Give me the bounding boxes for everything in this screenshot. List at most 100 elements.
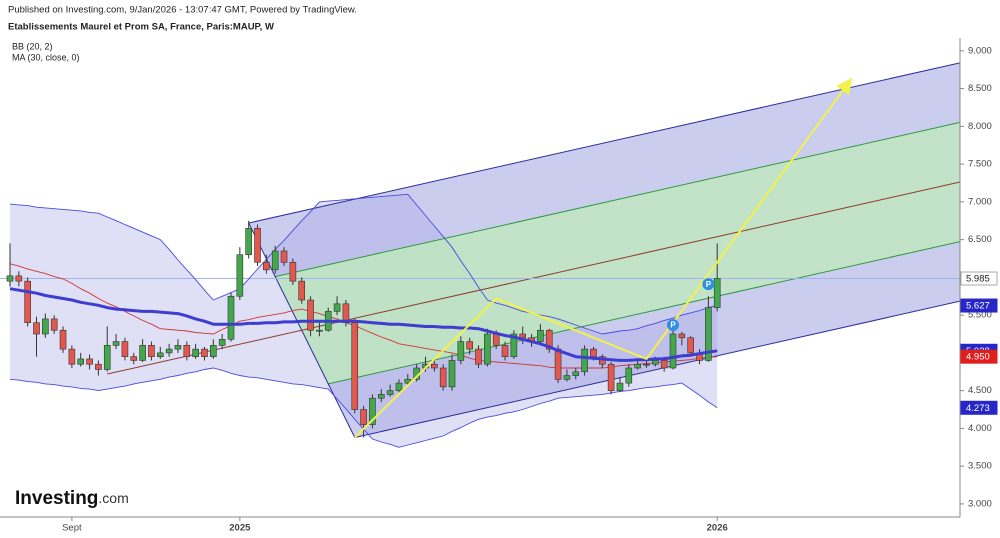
y-tick-label: 7.000 <box>968 196 992 207</box>
candle-body <box>218 338 226 346</box>
candle-body <box>563 375 571 380</box>
candle-body <box>439 367 447 388</box>
price-tag-label: 5.627 <box>966 301 990 312</box>
y-tick-label: 8.500 <box>968 83 992 94</box>
candle-body <box>42 318 49 335</box>
candle-body <box>271 250 279 271</box>
y-tick-label: 3.000 <box>968 498 992 509</box>
candle-body <box>183 345 191 357</box>
candle-body <box>192 348 199 357</box>
candle-body <box>316 329 323 332</box>
chart-title: Etablissements Maurel et Prom SA, France… <box>8 22 274 33</box>
candle-body <box>545 329 553 350</box>
candle-body <box>537 329 544 342</box>
y-tick-label: 4.500 <box>968 385 992 396</box>
indicator-label: MA (30, close, 0) <box>12 52 80 62</box>
candle-body <box>156 352 164 357</box>
candle-body <box>625 367 633 384</box>
candle-body <box>678 333 686 339</box>
candle-body <box>59 329 67 350</box>
candle-body <box>705 307 712 361</box>
candle-body <box>448 360 456 388</box>
candle-body <box>581 348 588 373</box>
candle-body <box>130 356 138 361</box>
candle-body <box>687 337 694 354</box>
pitchfork-quarter <box>275 121 960 278</box>
y-tick-label: 4.000 <box>968 423 992 434</box>
y-tick-label: 9.000 <box>968 45 992 56</box>
price-tag <box>960 271 998 286</box>
price-tag <box>960 349 998 364</box>
price-tag <box>960 400 998 415</box>
candle-body <box>634 363 641 369</box>
price-tag-label: 5.985 <box>966 274 990 285</box>
candle-body <box>6 275 14 282</box>
candle-body <box>254 227 261 263</box>
pivot-marker <box>702 278 715 291</box>
candle-body <box>475 348 482 365</box>
candle-body <box>660 360 668 369</box>
candle-body <box>351 322 359 410</box>
moving-average <box>9 287 718 362</box>
candle-body <box>607 363 615 391</box>
candle-body <box>50 318 58 331</box>
candle-body <box>139 345 146 361</box>
candle-body <box>77 358 85 365</box>
candle-body <box>298 280 306 301</box>
bollinger-basis <box>9 263 718 369</box>
candle-body <box>24 280 31 323</box>
candle-body <box>643 363 650 366</box>
pivot-marker <box>667 318 679 331</box>
candle-body <box>236 254 244 297</box>
pivot-marker-label: P <box>670 321 676 330</box>
candle-body <box>457 341 465 361</box>
pitchfork-inner-fill <box>275 122 960 384</box>
candle-body <box>554 348 562 380</box>
candle-body <box>492 333 500 346</box>
x-tick-label: 2025 <box>229 523 251 534</box>
plot-area <box>0 62 960 448</box>
candle-body <box>121 341 129 357</box>
candle-body <box>33 322 40 335</box>
price-tag-label: 4.273 <box>966 403 990 414</box>
y-tick-label: 7.500 <box>968 159 992 170</box>
candle-body <box>148 345 155 357</box>
logo-name: Investing <box>15 488 98 509</box>
candle-body <box>307 299 314 331</box>
candle-body <box>201 348 208 357</box>
candle-body <box>68 348 76 365</box>
candle-body <box>572 371 580 376</box>
candle-body <box>227 295 235 340</box>
logo-suffix: .com <box>98 490 128 506</box>
candle-body <box>86 358 93 365</box>
candle-body <box>245 227 252 256</box>
y-tick-label: 6.500 <box>968 234 992 245</box>
candle-body <box>210 345 217 357</box>
candle-body <box>280 250 288 263</box>
candle-body <box>112 341 120 346</box>
candle-body <box>431 363 438 369</box>
y-tick-label: 5.500 <box>968 310 992 321</box>
candle-body <box>333 303 341 312</box>
candle-body <box>386 390 394 395</box>
candle-body <box>103 345 111 370</box>
candle-body <box>15 275 23 282</box>
projection-arrow <box>354 77 853 439</box>
candle-body <box>616 382 624 391</box>
x-tick-label: Sept <box>62 523 82 534</box>
pivot-marker-label: P <box>706 280 712 289</box>
candle-body <box>466 341 473 350</box>
header: Published on Investing.com, 9/Jan/2026 -… <box>8 5 357 16</box>
candle-body <box>713 278 721 308</box>
candle-body <box>669 333 677 369</box>
candle-body <box>263 261 270 271</box>
candle-body <box>510 333 518 357</box>
y-tick-label: 8.000 <box>968 121 992 132</box>
candle-body <box>360 409 367 425</box>
indicator-label: BB (20, 2) <box>12 41 53 51</box>
y-tick-label: 3.500 <box>968 461 992 472</box>
candle-body <box>395 382 403 391</box>
candle-body <box>377 394 385 399</box>
